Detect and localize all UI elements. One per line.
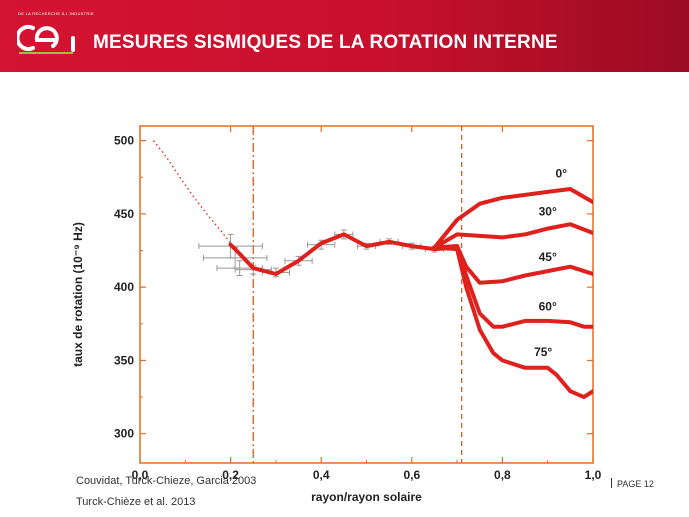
series-label-2: 30° bbox=[539, 204, 557, 218]
series-label-3: 45° bbox=[539, 250, 557, 264]
series-label-1: 0° bbox=[556, 166, 568, 180]
y-tick-label: 300 bbox=[114, 427, 134, 441]
rotation-rate-chart: 0,0 0,2 0,4 0,6 0,8 1,0 300 350 400 450 500 rayon/r… bbox=[71, 125, 602, 504]
page-number: PAGE 12 bbox=[611, 478, 654, 489]
y-axis-title: taux de rotation (10⁻⁹ Hz) bbox=[71, 222, 85, 367]
error-bar bbox=[216, 260, 263, 276]
x-tick-label: 0,8 bbox=[494, 468, 511, 482]
credit-line-2: Turck-Chièze et al. 2013 bbox=[76, 496, 196, 508]
y-tick-label: 450 bbox=[114, 207, 134, 221]
series-label-5: 75° bbox=[534, 345, 552, 359]
slide-header: DE LA RECHERCHE À L'INDUSTRIE MESURES SI… bbox=[0, 0, 689, 72]
x-tick-label: 0,2 bbox=[222, 468, 239, 482]
cea-logo bbox=[17, 25, 75, 54]
y-tick-label: 350 bbox=[114, 353, 134, 367]
series-line-1 bbox=[432, 187, 593, 250]
extrapolation-curve bbox=[153, 140, 232, 244]
credit-line-1: Couvidat, Turck-Chieze, Garcia 2003 bbox=[76, 475, 257, 487]
x-tick-label: 1,0 bbox=[585, 468, 602, 482]
x-tick-label: 0,0 bbox=[132, 468, 149, 482]
x-tick-label: 0,6 bbox=[403, 468, 420, 482]
series-line-2 bbox=[432, 222, 593, 250]
error-bar bbox=[202, 247, 268, 269]
core-rotation-curve bbox=[228, 232, 460, 276]
header-topline: DE LA RECHERCHE À L'INDUSTRIE bbox=[18, 11, 94, 16]
series-label-4: 60° bbox=[539, 300, 557, 314]
x-tick-label: 0,4 bbox=[313, 468, 330, 482]
plot-frame bbox=[139, 125, 594, 464]
series-line-4 bbox=[432, 244, 593, 329]
y-tick-label: 400 bbox=[114, 280, 134, 294]
slide-title: MESURES SISMIQUES DE LA ROTATION INTERNE bbox=[93, 32, 558, 53]
series-line-5 bbox=[432, 245, 593, 400]
y-tick-label: 500 bbox=[114, 134, 134, 148]
x-axis-title: rayon/rayon solaire bbox=[311, 490, 422, 504]
